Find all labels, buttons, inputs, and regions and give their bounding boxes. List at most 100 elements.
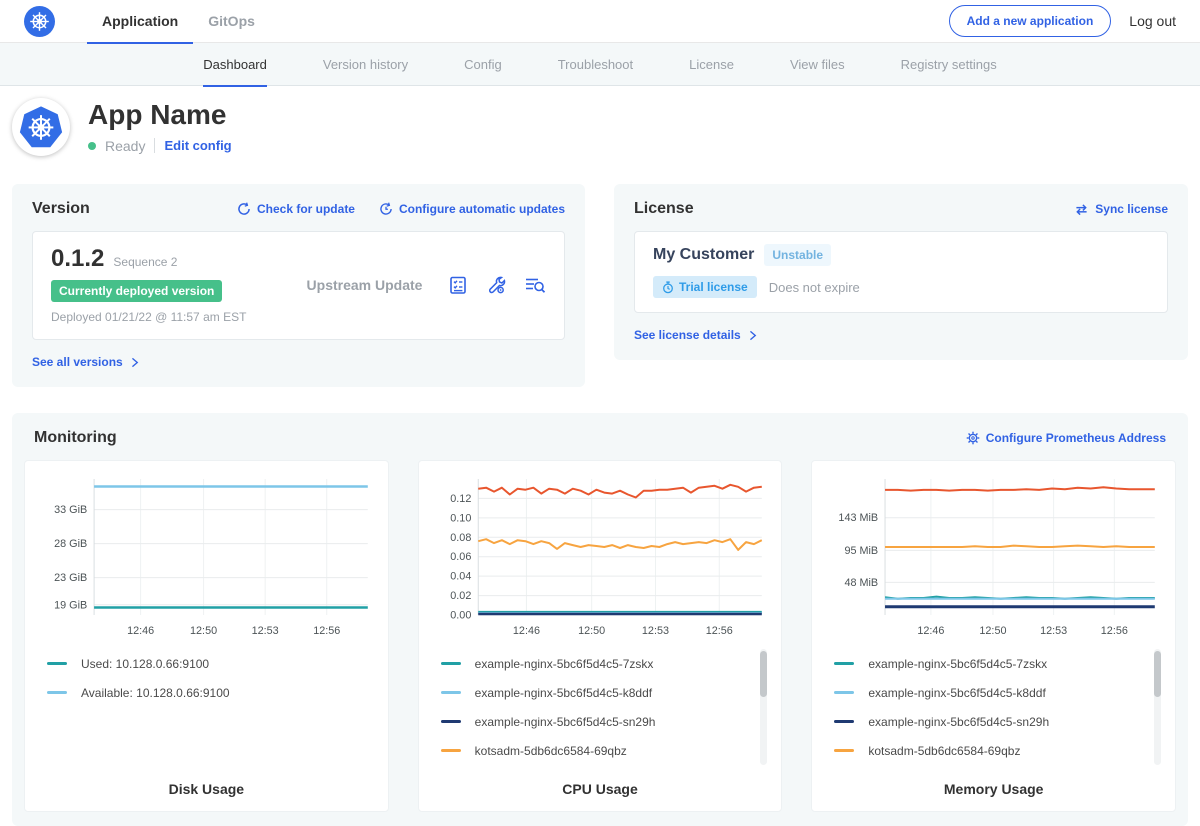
legend-label: Available: 10.128.0.66:9100: [81, 686, 230, 700]
svg-text:0.10: 0.10: [450, 512, 471, 524]
sync-license-link[interactable]: Sync license: [1074, 202, 1168, 216]
legend-item: example-nginx-5bc6f5d4c5-k8ddf: [834, 678, 1163, 707]
legend-label: example-nginx-5bc6f5d4c5-7zskx: [475, 657, 654, 671]
license-card: License Sync license My Customer Unstabl…: [614, 184, 1188, 360]
svg-text:12:46: 12:46: [513, 625, 540, 637]
svg-text:0.12: 0.12: [450, 493, 471, 505]
refresh-icon: [237, 202, 251, 216]
svg-text:12:50: 12:50: [578, 625, 605, 637]
svg-text:12:56: 12:56: [313, 625, 340, 637]
edit-config-link[interactable]: Edit config: [164, 138, 231, 153]
subnav-tab-troubleshoot[interactable]: Troubleshoot: [558, 43, 633, 86]
deployed-timestamp: Deployed 01/21/22 @ 11:57 am EST: [51, 310, 281, 324]
svg-text:12:50: 12:50: [190, 625, 217, 637]
chart-panel-disk-usage: 12:4612:5012:5312:5633 GiB28 GiB23 GiB19…: [24, 460, 389, 812]
license-type-badge: Trial license: [653, 276, 757, 298]
memory-usage-legend: example-nginx-5bc6f5d4c5-7zskxexample-ng…: [824, 649, 1163, 769]
svg-text:12:56: 12:56: [705, 625, 732, 637]
memory-usage-chart: 12:4612:5012:5312:56143 MiB95 MiB48 MiB: [824, 471, 1163, 641]
tab-application[interactable]: Application: [87, 0, 193, 43]
license-expiry: Does not expire: [769, 280, 860, 295]
legend-color-dash: [441, 720, 461, 723]
subnav-tab-dashboard[interactable]: Dashboard: [203, 43, 267, 86]
legend-item: example-nginx-5bc6f5d4c5-sn29h: [441, 707, 770, 736]
legend-color-dash: [441, 749, 461, 752]
status-dot: [88, 142, 96, 150]
legend-label: kotsadm-5db6dc6584-69qbz: [868, 744, 1020, 758]
svg-text:23 GiB: 23 GiB: [54, 572, 87, 584]
auto-update-clock-icon: [379, 202, 393, 216]
sync-arrows-icon: [1074, 203, 1089, 216]
svg-text:95 MiB: 95 MiB: [845, 545, 879, 557]
kubernetes-app-icon: [19, 105, 63, 149]
currently-deployed-badge: Currently deployed version: [51, 280, 222, 302]
legend-item: example-nginx-5bc6f5d4c5-7zskx: [441, 649, 770, 678]
configure-prometheus-label: Configure Prometheus Address: [986, 431, 1166, 445]
cpu-usage-title: CPU Usage: [431, 769, 770, 797]
license-details-box: My Customer Unstable Trial license Does …: [634, 231, 1168, 313]
chart-panels: 12:4612:5012:5312:5633 GiB28 GiB23 GiB19…: [24, 460, 1176, 812]
view-logs-icon[interactable]: [524, 275, 546, 295]
tab-gitops-label: GitOps: [208, 13, 255, 29]
add-new-application-button[interactable]: Add a new application: [949, 5, 1112, 37]
subnav-tab-license[interactable]: License: [689, 43, 734, 86]
legend-color-dash: [47, 691, 67, 694]
kubernetes-logo-icon: [24, 6, 55, 37]
legend-label: example-nginx-5bc6f5d4c5-k8ddf: [868, 686, 1045, 700]
legend-label: kotsadm-5db6dc6584-69qbz: [475, 744, 627, 758]
app-sub-nav: Dashboard Version history Config Troublesho…: [0, 43, 1200, 86]
configure-prometheus-link[interactable]: Configure Prometheus Address: [966, 431, 1166, 445]
legend-color-dash: [47, 662, 67, 665]
chevron-right-icon: [747, 330, 758, 341]
subnav-tab-view-files[interactable]: View files: [790, 43, 845, 86]
disk-usage-legend: Used: 10.128.0.66:9100 Available: 10.128.…: [37, 649, 376, 769]
stopwatch-icon: [662, 281, 674, 294]
see-all-versions-label: See all versions: [32, 355, 123, 369]
svg-text:12:53: 12:53: [252, 625, 279, 637]
legend-item: Used: 10.128.0.66:9100: [47, 649, 376, 678]
see-all-versions-link[interactable]: See all versions: [32, 355, 140, 369]
top-nav-tabs: Application GitOps: [87, 0, 270, 43]
svg-text:0.02: 0.02: [450, 590, 471, 602]
legend-scrollbar-thumb[interactable]: [760, 651, 767, 697]
gear-icon: [966, 431, 980, 445]
current-version-box: 0.1.2 Sequence 2 Currently deployed vers…: [32, 231, 565, 340]
legend-item: kotsadm-5db6dc6584-69qbz: [834, 736, 1163, 765]
legend-scrollbar-thumb[interactable]: [1154, 651, 1161, 697]
see-license-details-link[interactable]: See license details: [634, 328, 758, 342]
legend-item: Available: 10.128.0.66:9100: [47, 678, 376, 707]
legend-color-dash: [834, 662, 854, 665]
legend-label: example-nginx-5bc6f5d4c5-k8ddf: [475, 686, 652, 700]
configure-automatic-updates-label: Configure automatic updates: [399, 202, 565, 216]
svg-text:12:46: 12:46: [127, 625, 154, 637]
svg-text:33 GiB: 33 GiB: [54, 504, 87, 516]
svg-text:143 MiB: 143 MiB: [839, 512, 879, 524]
app-header: App Name Ready Edit config: [0, 86, 1200, 174]
config-wrench-icon[interactable]: [486, 275, 506, 295]
legend-item: example-nginx-5bc6f5d4c5-sn29h: [834, 707, 1163, 736]
svg-text:48 MiB: 48 MiB: [845, 577, 879, 589]
chart-panel-memory-usage: 12:4612:5012:5312:56143 MiB95 MiB48 MiBe…: [811, 460, 1176, 812]
customer-name: My Customer: [653, 246, 754, 264]
preflight-checks-icon[interactable]: [448, 275, 468, 295]
version-sequence: Sequence 2: [113, 255, 177, 269]
tab-gitops[interactable]: GitOps: [193, 0, 270, 43]
legend-label: example-nginx-5bc6f5d4c5-sn29h: [475, 715, 656, 729]
subnav-tab-registry-settings[interactable]: Registry settings: [901, 43, 997, 86]
page-title: App Name: [88, 100, 232, 131]
configure-automatic-updates-link[interactable]: Configure automatic updates: [379, 202, 565, 216]
check-for-update-link[interactable]: Check for update: [237, 202, 355, 216]
legend-color-dash: [441, 662, 461, 665]
legend-color-dash: [441, 691, 461, 694]
disk-usage-title: Disk Usage: [37, 769, 376, 797]
monitoring-title: Monitoring: [34, 429, 117, 447]
logout-link[interactable]: Log out: [1129, 13, 1176, 29]
svg-text:19 GiB: 19 GiB: [54, 599, 87, 611]
version-card: Version Check for update Configure au: [12, 184, 585, 387]
chart-panel-cpu-usage: 12:4612:5012:5312:560.120.100.080.060.04…: [418, 460, 783, 812]
subnav-tab-config[interactable]: Config: [464, 43, 502, 86]
subnav-tab-version-history[interactable]: Version history: [323, 43, 408, 86]
divider: [154, 138, 155, 153]
top-nav: Application GitOps Add a new application…: [0, 0, 1200, 43]
license-type-label: Trial license: [679, 280, 748, 294]
